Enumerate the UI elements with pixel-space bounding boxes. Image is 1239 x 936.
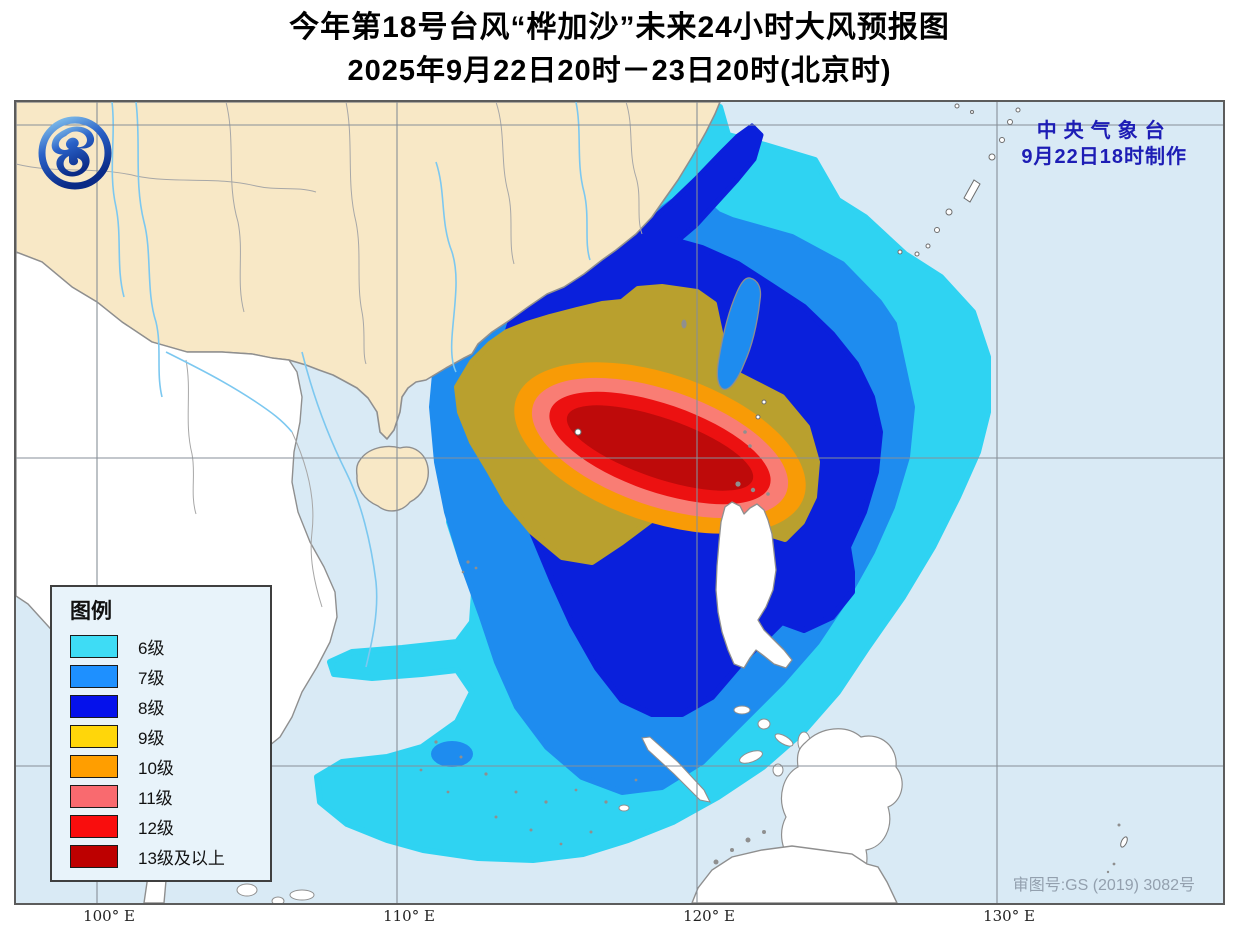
taiwan-island <box>716 277 762 390</box>
borneo-landmass <box>691 845 898 903</box>
cma-logo-ring <box>38 116 112 190</box>
legend-swatch-7 <box>70 664 118 688</box>
cma-logo <box>38 116 112 190</box>
legend-row-9级: 9级 <box>70 721 270 751</box>
lon-label-130e: 130° E <box>983 907 1035 925</box>
legend-swatch-11 <box>70 784 118 808</box>
legend-swatch-10 <box>70 754 118 778</box>
legend-row-11级: 11级 <box>70 781 270 811</box>
legend-row-13级及以上: 13级及以上 <box>70 841 270 871</box>
legend-swatch-13 <box>70 844 118 868</box>
legend-label-11: 11级 <box>138 788 173 808</box>
hainan-island <box>355 445 429 512</box>
legend-label-8: 8级 <box>138 698 165 718</box>
map-panel: 中央气象台 9月22日18时制作 审图号:GS (2019) 3082号 图例 … <box>14 100 1225 905</box>
map-approval-number: 审图号:GS (2019) 3082号 <box>1012 877 1195 894</box>
legend-row-8级: 8级 <box>70 691 270 721</box>
maker-credit: 中央气象台 9月22日18时制作 <box>1021 118 1187 171</box>
maker-issue-time: 9月22日18时制作 <box>1021 146 1187 168</box>
legend-swatch-6 <box>70 634 118 658</box>
lon-label-120e: 120° E <box>683 907 735 925</box>
legend-list: 6级 7级 8级 9级 10级 11级 12级 13级及以上 <box>70 631 270 871</box>
legend-label-10: 10级 <box>138 758 174 778</box>
legend-label-7: 7级 <box>138 668 165 688</box>
province-borders <box>16 102 643 608</box>
wind-area-7-grade-patch <box>431 741 473 767</box>
lon-label-110e: 110° E <box>383 907 435 925</box>
title-line-1: 今年第18号台风“桦加沙”未来24小时大风预报图 <box>289 11 950 44</box>
legend-swatch-9 <box>70 724 118 748</box>
rivers <box>111 102 591 668</box>
legend-row-12级: 12级 <box>70 811 270 841</box>
legend-label-9: 9级 <box>138 728 165 748</box>
page-title: 今年第18号台风“桦加沙”未来24小时大风预报图 2025年9月22日20时－2… <box>0 6 1239 92</box>
legend-title: 图例 <box>70 600 112 623</box>
legend-label-12: 12级 <box>138 818 174 838</box>
legend-label-6: 6级 <box>138 638 165 658</box>
small-islets <box>419 319 1128 874</box>
legend-swatch-12 <box>70 814 118 838</box>
legend-label-13: 13级及以上 <box>138 848 225 868</box>
legend-swatch-8 <box>70 694 118 718</box>
cma-logo-dragon <box>51 126 95 177</box>
lon-label-100e: 100° E <box>83 907 135 925</box>
legend-row-6级: 6级 <box>70 631 270 661</box>
wind-area-13-grade <box>566 405 754 491</box>
forecast-map <box>16 102 1223 903</box>
palawan-islet <box>618 804 630 812</box>
ryukyu-islands <box>755 103 1021 420</box>
legend-row-10级: 10级 <box>70 751 270 781</box>
title-line-2: 2025年9月22日20时－23日20时(北京时) <box>347 55 892 87</box>
delta-islets <box>236 883 315 903</box>
maker-agency: 中央气象台 <box>1036 120 1172 142</box>
legend-row-7级: 7级 <box>70 661 270 691</box>
luzon-island <box>715 501 793 669</box>
sulu-islands <box>713 830 766 865</box>
legend: 图例 6级 7级 8级 9级 10级 11级 12级 13级及以上 <box>50 585 272 882</box>
palawan-island <box>641 736 711 803</box>
